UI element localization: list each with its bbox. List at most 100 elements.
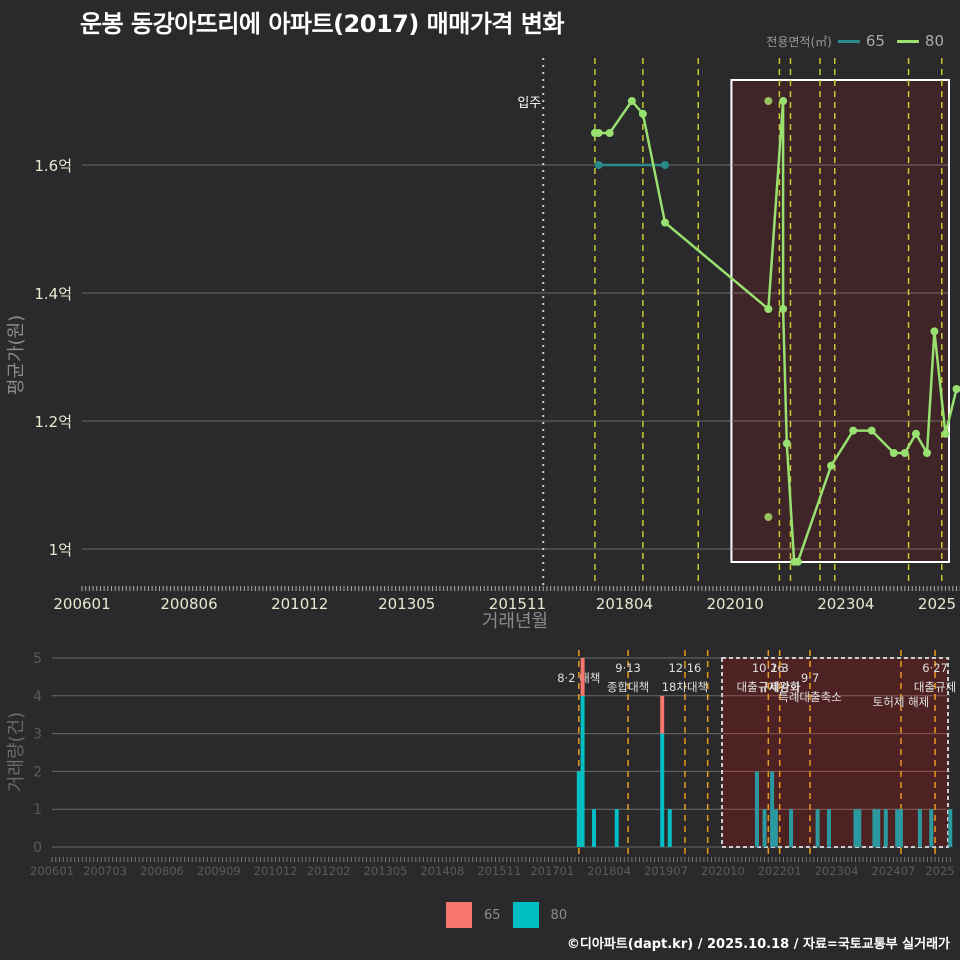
source-footer: ©디아파트(dapt.kr) / 2025.10.18 / 자료=국토교통부 실… <box>567 933 950 952</box>
x-tick-label: 200703 <box>83 864 127 878</box>
x-tick-label: 200909 <box>197 864 241 878</box>
bar-80 <box>853 809 857 847</box>
data-point <box>923 449 931 457</box>
bar-80 <box>755 771 759 847</box>
y-tick-label: 1.4억 <box>34 285 72 303</box>
x-tick-label: 202407 <box>871 864 915 878</box>
x-tick-label: 201012 <box>271 595 328 613</box>
bar-80 <box>789 809 793 847</box>
data-point <box>901 449 909 457</box>
data-point <box>827 462 835 470</box>
y-tick-label: 1.6억 <box>34 157 72 175</box>
data-point <box>639 110 647 118</box>
x-tick-label: 2025 <box>918 595 956 613</box>
bar-80 <box>876 809 880 847</box>
data-point <box>783 439 791 447</box>
data-point <box>764 305 772 313</box>
x-tick-label: 202304 <box>817 595 874 613</box>
x-tick-label: 202304 <box>815 864 859 878</box>
bar-80 <box>763 809 767 847</box>
x-tick-label: 200806 <box>140 864 184 878</box>
bar-80 <box>884 809 888 847</box>
bar-65 <box>660 696 664 734</box>
bar-80 <box>816 809 820 847</box>
data-point <box>868 427 876 435</box>
data-point <box>595 129 603 137</box>
x-tick-label: 200601 <box>30 864 74 878</box>
legend-label-80: 80 <box>551 908 568 923</box>
data-point <box>764 513 772 521</box>
y-tick-label: 3 <box>33 727 42 743</box>
y-tick-label: 4 <box>33 689 42 705</box>
bar-80 <box>577 771 581 847</box>
bar-80 <box>857 809 861 847</box>
bar-80 <box>827 809 831 847</box>
x-tick-label: 202010 <box>706 595 763 613</box>
y-axis-title: 거래량(건) <box>6 712 27 792</box>
y-tick-label: 1 <box>33 802 42 818</box>
x-tick-label: 201804 <box>596 595 653 613</box>
bar-80 <box>918 809 922 847</box>
legend-label-65: 65 <box>484 908 501 923</box>
data-point <box>606 129 614 137</box>
x-tick-label: 201804 <box>587 864 631 878</box>
x-tick-label: 201202 <box>307 864 351 878</box>
policy-label: 특례대출축소 <box>778 690 841 704</box>
x-axis-title: 거래년월 <box>482 611 548 632</box>
policy-label: 18차대책 <box>662 680 708 694</box>
x-tick-label: 201012 <box>254 864 298 878</box>
bar-80 <box>872 809 876 847</box>
bar-80 <box>899 809 903 847</box>
x-tick-label: 202010 <box>701 864 745 878</box>
bar-80 <box>770 771 774 847</box>
policy-label: 9·13 <box>615 661 641 675</box>
bottom-legend: 65 80 <box>446 902 567 928</box>
data-point <box>779 305 787 313</box>
y-tick-label: 2 <box>33 764 42 780</box>
data-point <box>930 327 938 335</box>
x-tick-label: 201305 <box>364 864 408 878</box>
x-tick-label: 201305 <box>378 595 435 613</box>
y-tick-label: 1.2억 <box>34 413 72 431</box>
policy-label: 대출규제 <box>914 680 956 694</box>
y-tick-label: 0 <box>33 840 42 856</box>
legend-swatch-80 <box>513 902 539 928</box>
policy-label: 12·16 <box>668 661 701 675</box>
policy-label: 8·2 대책 <box>557 671 600 685</box>
data-point <box>849 427 857 435</box>
bar-80 <box>929 809 933 847</box>
y-axis-title: 평균가(원) <box>6 315 27 395</box>
policy-label: 종합대책 <box>607 680 649 694</box>
legend-swatch-65 <box>446 902 472 928</box>
bar-80 <box>592 809 596 847</box>
highlight-box <box>731 80 949 562</box>
data-point <box>941 430 949 438</box>
data-point <box>953 385 960 393</box>
bar-80 <box>615 809 619 847</box>
policy-label: 토허제 해제 <box>873 695 930 709</box>
x-tick-label: 201408 <box>420 864 464 878</box>
move-in-label: 입주 <box>517 96 541 111</box>
policy-label: 9·7 <box>801 671 819 685</box>
x-tick-label: 201907 <box>644 864 688 878</box>
data-point <box>912 430 920 438</box>
bar-80 <box>668 809 672 847</box>
x-tick-label: 200601 <box>53 595 110 613</box>
data-point <box>661 161 669 169</box>
data-point <box>661 219 669 227</box>
y-tick-label: 1억 <box>49 541 72 559</box>
x-tick-label: 202201 <box>758 864 802 878</box>
bar-65 <box>581 658 585 696</box>
bar-80 <box>948 809 952 847</box>
policy-label: 6·27 <box>922 661 948 675</box>
data-point <box>628 97 636 105</box>
x-tick-label: 201511 <box>477 864 521 878</box>
data-point <box>794 558 802 566</box>
chart-canvas: 1억 1.2억 1.4억 1.6억 입주 200601 200806 201012 201305… <box>0 0 960 960</box>
x-tick-label: 2025 <box>925 864 954 878</box>
x-tick-label: 201701 <box>530 864 574 878</box>
bar-80 <box>660 734 664 847</box>
policy-label: 1·3 <box>771 661 789 675</box>
y-tick-label: 5 <box>33 651 42 667</box>
data-point <box>764 97 772 105</box>
